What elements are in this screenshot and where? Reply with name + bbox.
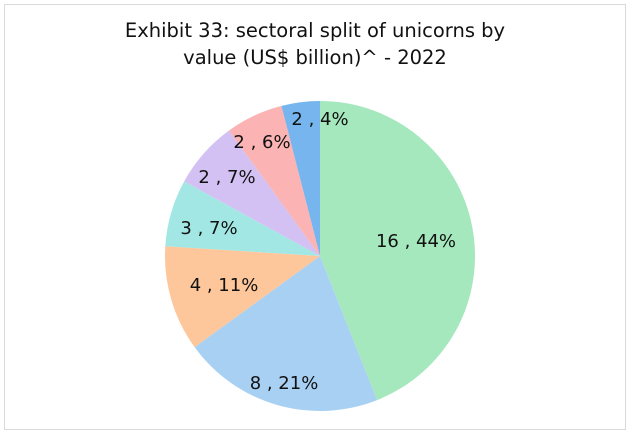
slice-data-label: 2 , 6% bbox=[233, 132, 290, 153]
chart-title-line-2: value (US$ billion)^ - 2022 bbox=[183, 46, 447, 69]
pie-slice bbox=[194, 256, 378, 412]
slice-data-label: 3 , 7% bbox=[180, 218, 237, 239]
pie-slice bbox=[281, 101, 320, 256]
pie-labels: 16 , 44% 8 , 21% 4 , 11% 3 , 7% 2 , 7% 2 , 6%… bbox=[180, 109, 456, 394]
slice-data-label: 4 , 11% bbox=[190, 275, 259, 296]
slice-data-label: 2 , 4% bbox=[291, 109, 348, 130]
pie-slice bbox=[165, 181, 320, 256]
chart-title-line-1: Exhibit 33: sectoral split of unicorns b… bbox=[124, 19, 506, 42]
pie-slice bbox=[165, 246, 320, 348]
pie-slice bbox=[184, 130, 320, 256]
pie-slice bbox=[228, 105, 320, 257]
slice-data-label: 2 , 7% bbox=[198, 167, 255, 188]
slice-data-label: 8 , 21% bbox=[250, 373, 319, 394]
pie-slice bbox=[320, 101, 476, 401]
pie-slices bbox=[165, 101, 476, 412]
slice-data-label: 16 , 44% bbox=[376, 231, 456, 252]
chart-title: Exhibit 33: sectoral split of unicorns b… bbox=[0, 17, 630, 71]
